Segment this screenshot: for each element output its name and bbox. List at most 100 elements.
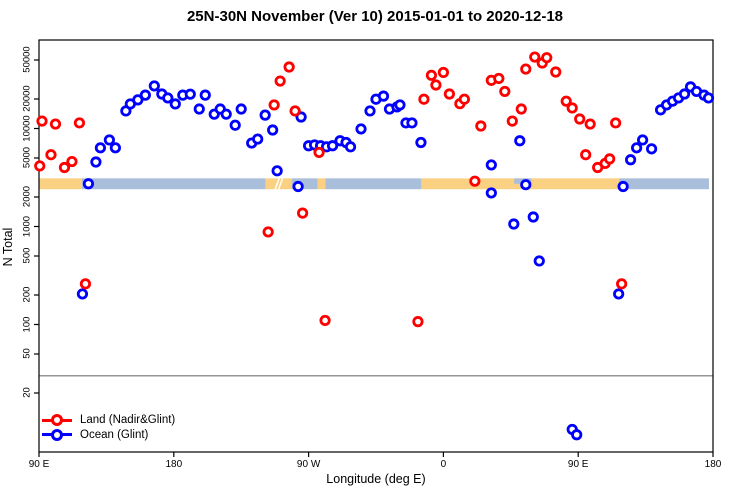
x-tick-label: 90 E bbox=[28, 459, 50, 470]
scatter-point-ocean bbox=[109, 142, 121, 154]
scatter-point-ocean bbox=[394, 99, 406, 111]
y-tick-label: 50000 bbox=[21, 46, 33, 73]
scatter-point-ocean bbox=[326, 140, 339, 152]
scatter-point-ocean bbox=[415, 136, 427, 149]
coast-band-ocean-segment bbox=[291, 178, 318, 190]
scatter-point-land bbox=[283, 61, 295, 73]
x-tick-label: 180 bbox=[704, 459, 722, 470]
scatter-point-land bbox=[458, 93, 470, 105]
coast-band-slash bbox=[277, 178, 284, 190]
scatter-point-land bbox=[425, 69, 438, 81]
scatter-point-land bbox=[289, 105, 301, 117]
coast-band-slash bbox=[274, 178, 280, 190]
scatter-point-land bbox=[418, 93, 430, 105]
scatter-point-ocean bbox=[292, 180, 304, 193]
scatter-point-ocean bbox=[229, 119, 241, 131]
x-tick-label: 90 E bbox=[567, 459, 589, 470]
y-tick-label: 200 bbox=[21, 286, 33, 303]
scatter-point-land bbox=[520, 63, 532, 75]
scatter-point-ocean bbox=[527, 211, 539, 223]
scatter-point-ocean bbox=[508, 218, 520, 230]
scatter-point-land bbox=[319, 314, 331, 327]
scatter-point-ocean bbox=[485, 159, 497, 171]
x-tick-label: 0 bbox=[440, 459, 447, 470]
scatter-point-ocean bbox=[364, 105, 376, 117]
scatter-point-land bbox=[73, 117, 86, 129]
scatter-point-ocean bbox=[702, 92, 715, 104]
x-axis-label: Longitude (deg E) bbox=[326, 472, 426, 486]
scatter-point-land bbox=[529, 51, 541, 63]
scatter-point-land bbox=[574, 113, 586, 125]
scatter-point-ocean bbox=[184, 88, 196, 100]
y-tick-label: 2000 bbox=[21, 185, 33, 208]
scatter-point-land bbox=[610, 117, 622, 129]
scatter-point-ocean bbox=[406, 117, 418, 129]
scatter-point-ocean bbox=[235, 103, 247, 115]
scatter-point-ocean bbox=[139, 89, 151, 101]
scatter-point-land bbox=[550, 66, 562, 78]
scatter-point-ocean bbox=[132, 94, 144, 106]
scatter-point-land bbox=[515, 103, 527, 115]
chart-title: 25N-30N November (Ver 10) 2015-01-01 to … bbox=[186, 8, 564, 25]
land-series-marker-icon bbox=[42, 414, 72, 427]
scatter-point-land bbox=[66, 155, 78, 168]
scatter-point-land bbox=[58, 161, 71, 174]
scatter-point-land bbox=[499, 85, 511, 98]
ocean-series-marker-icon bbox=[42, 428, 72, 441]
scatter-point-ocean bbox=[637, 134, 649, 146]
scatter-point-land bbox=[604, 153, 616, 165]
legend-item-land: Land (Nadir&Glint) bbox=[42, 413, 175, 428]
y-tick-label: 20000 bbox=[21, 85, 33, 112]
scatter-point-land bbox=[616, 278, 628, 290]
coast-band-land-segment bbox=[39, 178, 82, 190]
scatter-point-ocean bbox=[571, 429, 583, 441]
coast-band-ocean-segment bbox=[619, 178, 709, 190]
scatter-point-land bbox=[437, 66, 449, 79]
scatter-point-land bbox=[268, 99, 280, 111]
coast-band-ocean-segment bbox=[325, 178, 422, 190]
scatter-point-ocean bbox=[485, 187, 497, 199]
scatter-point-ocean bbox=[377, 90, 390, 102]
scatter-point-land bbox=[443, 88, 455, 100]
scatter-point-land bbox=[560, 95, 572, 107]
scatter-point-land bbox=[475, 120, 487, 132]
legend: Land (Nadir&Glint) Ocean (Glint) bbox=[42, 413, 175, 442]
scatter-point-land bbox=[506, 115, 518, 127]
scatter-point-land bbox=[274, 75, 286, 87]
y-axis-label: N Total bbox=[1, 227, 15, 267]
coast-band-land-segment bbox=[317, 178, 326, 190]
scatter-point-ocean bbox=[193, 103, 205, 115]
scatter-point-land bbox=[49, 118, 62, 130]
scatter-point-land bbox=[580, 149, 592, 161]
legend-item-ocean: Ocean (Glint) bbox=[42, 428, 175, 443]
scatter-point-land bbox=[469, 175, 481, 187]
scatter-point-land bbox=[313, 146, 325, 159]
scatter-point-land bbox=[584, 118, 596, 130]
scatter-point-ocean bbox=[220, 108, 232, 120]
coast-band-ocean-segment bbox=[81, 178, 266, 190]
scatter-point-ocean bbox=[271, 165, 283, 177]
scatter-point-ocean bbox=[76, 288, 89, 300]
scatter-point-ocean bbox=[645, 143, 658, 155]
scatter-point-ocean bbox=[514, 135, 526, 147]
x-tick-label: 90 W bbox=[296, 459, 321, 470]
scatter-point-ocean bbox=[678, 88, 691, 100]
scatter-point-ocean bbox=[533, 255, 545, 267]
scatter-point-land bbox=[297, 207, 309, 219]
scatter-point-ocean bbox=[613, 288, 625, 300]
scatter-point-ocean bbox=[90, 156, 102, 168]
scatter-point-ocean bbox=[103, 134, 115, 146]
scatter-point-ocean bbox=[252, 133, 264, 145]
scatter-point-ocean bbox=[199, 89, 211, 101]
legend-label-land: Land (Nadir&Glint) bbox=[80, 414, 176, 427]
scatter-point-ocean bbox=[355, 123, 367, 135]
scatter-point-land bbox=[36, 115, 48, 127]
scatter-point-ocean bbox=[520, 179, 532, 191]
scatter-point-ocean bbox=[344, 141, 357, 153]
scatter-point-land bbox=[79, 278, 92, 290]
scatter-point-ocean bbox=[162, 92, 174, 104]
scatter-point-ocean bbox=[625, 154, 637, 166]
scatter-point-ocean bbox=[631, 142, 643, 154]
scatter-point-ocean bbox=[267, 124, 279, 136]
